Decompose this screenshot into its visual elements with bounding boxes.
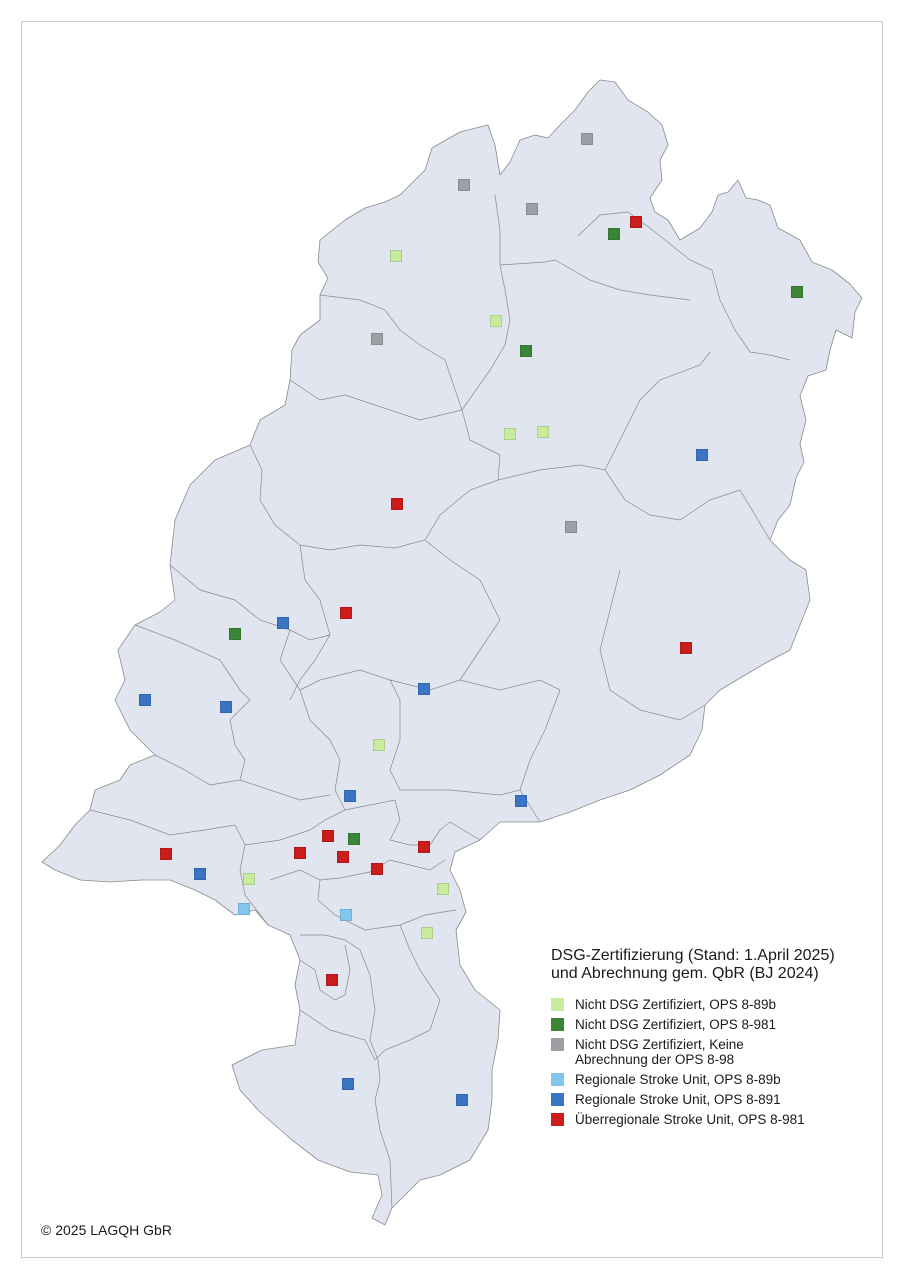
hospital-marker bbox=[322, 830, 334, 842]
hospital-marker bbox=[342, 1078, 354, 1090]
hospital-marker bbox=[458, 179, 470, 191]
hospital-marker bbox=[526, 203, 538, 215]
legend-item-nicht-dsg-89b: Nicht DSG Zertifiziert, OPS 8-89b bbox=[551, 997, 851, 1012]
hospital-marker bbox=[581, 133, 593, 145]
swatch-dark-green bbox=[551, 1018, 564, 1031]
hospital-marker bbox=[608, 228, 620, 240]
hospital-marker bbox=[565, 521, 577, 533]
legend-label: Regionale Stroke Unit, OPS 8-89b bbox=[575, 1072, 781, 1087]
swatch-gray bbox=[551, 1038, 564, 1051]
hospital-marker bbox=[437, 883, 449, 895]
hospital-marker bbox=[418, 683, 430, 695]
hospital-marker bbox=[630, 216, 642, 228]
hospital-marker bbox=[294, 847, 306, 859]
hospital-marker bbox=[390, 250, 402, 262]
hospital-marker bbox=[391, 498, 403, 510]
hospital-marker bbox=[337, 851, 349, 863]
hospital-marker bbox=[220, 701, 232, 713]
legend-item-nicht-dsg-981: Nicht DSG Zertifiziert, OPS 8-981 bbox=[551, 1017, 851, 1032]
hospital-marker bbox=[456, 1094, 468, 1106]
legend-item-ueberregional-981: Überregionale Stroke Unit, OPS 8-981 bbox=[551, 1112, 851, 1127]
legend-label: Nicht DSG Zertifiziert, Keine Abrechnung… bbox=[575, 1037, 744, 1067]
hospital-marker bbox=[194, 868, 206, 880]
hospital-marker bbox=[418, 841, 430, 853]
copyright: © 2025 LAGQH GbR bbox=[41, 1222, 172, 1238]
legend-item-regional-891: Regionale Stroke Unit, OPS 8-891 bbox=[551, 1092, 851, 1107]
swatch-light-blue bbox=[551, 1073, 564, 1086]
hospital-marker bbox=[243, 873, 255, 885]
legend-label: Nicht DSG Zertifiziert, OPS 8-89b bbox=[575, 997, 777, 1012]
hospital-marker bbox=[791, 286, 803, 298]
hospital-marker bbox=[371, 333, 383, 345]
hospital-marker bbox=[160, 848, 172, 860]
hospital-marker bbox=[520, 345, 532, 357]
hospital-marker bbox=[696, 449, 708, 461]
hospital-marker bbox=[373, 739, 385, 751]
hospital-marker bbox=[344, 790, 356, 802]
hospital-marker bbox=[340, 607, 352, 619]
swatch-light-green bbox=[551, 998, 564, 1011]
hospital-marker bbox=[680, 642, 692, 654]
legend: DSG-Zertifizierung (Stand: 1.April 2025)… bbox=[551, 947, 851, 1132]
district-borders bbox=[89, 194, 791, 1209]
legend-label: Überregionale Stroke Unit, OPS 8-981 bbox=[575, 1112, 805, 1127]
hospital-marker bbox=[537, 426, 549, 438]
swatch-red bbox=[551, 1113, 564, 1126]
legend-item-nicht-dsg-keine: Nicht DSG Zertifiziert, Keine Abrechnung… bbox=[551, 1037, 851, 1067]
hospital-marker bbox=[421, 927, 433, 939]
legend-item-regional-89b: Regionale Stroke Unit, OPS 8-89b bbox=[551, 1072, 851, 1087]
hospital-marker bbox=[504, 428, 516, 440]
hospital-marker bbox=[238, 903, 250, 915]
hospital-marker bbox=[348, 833, 360, 845]
hospital-marker bbox=[515, 795, 527, 807]
hospital-marker bbox=[340, 909, 352, 921]
state-outline bbox=[41, 79, 863, 1226]
legend-label: Nicht DSG Zertifiziert, OPS 8-981 bbox=[575, 1017, 777, 1032]
hospital-marker bbox=[139, 694, 151, 706]
swatch-blue bbox=[551, 1093, 564, 1106]
hospital-marker bbox=[371, 863, 383, 875]
hospital-marker bbox=[326, 974, 338, 986]
legend-title: DSG-Zertifizierung (Stand: 1.April 2025)… bbox=[551, 947, 835, 982]
legend-label: Regionale Stroke Unit, OPS 8-891 bbox=[575, 1092, 781, 1107]
hospital-marker bbox=[490, 315, 502, 327]
hospital-marker bbox=[229, 628, 241, 640]
hospital-marker bbox=[277, 617, 289, 629]
